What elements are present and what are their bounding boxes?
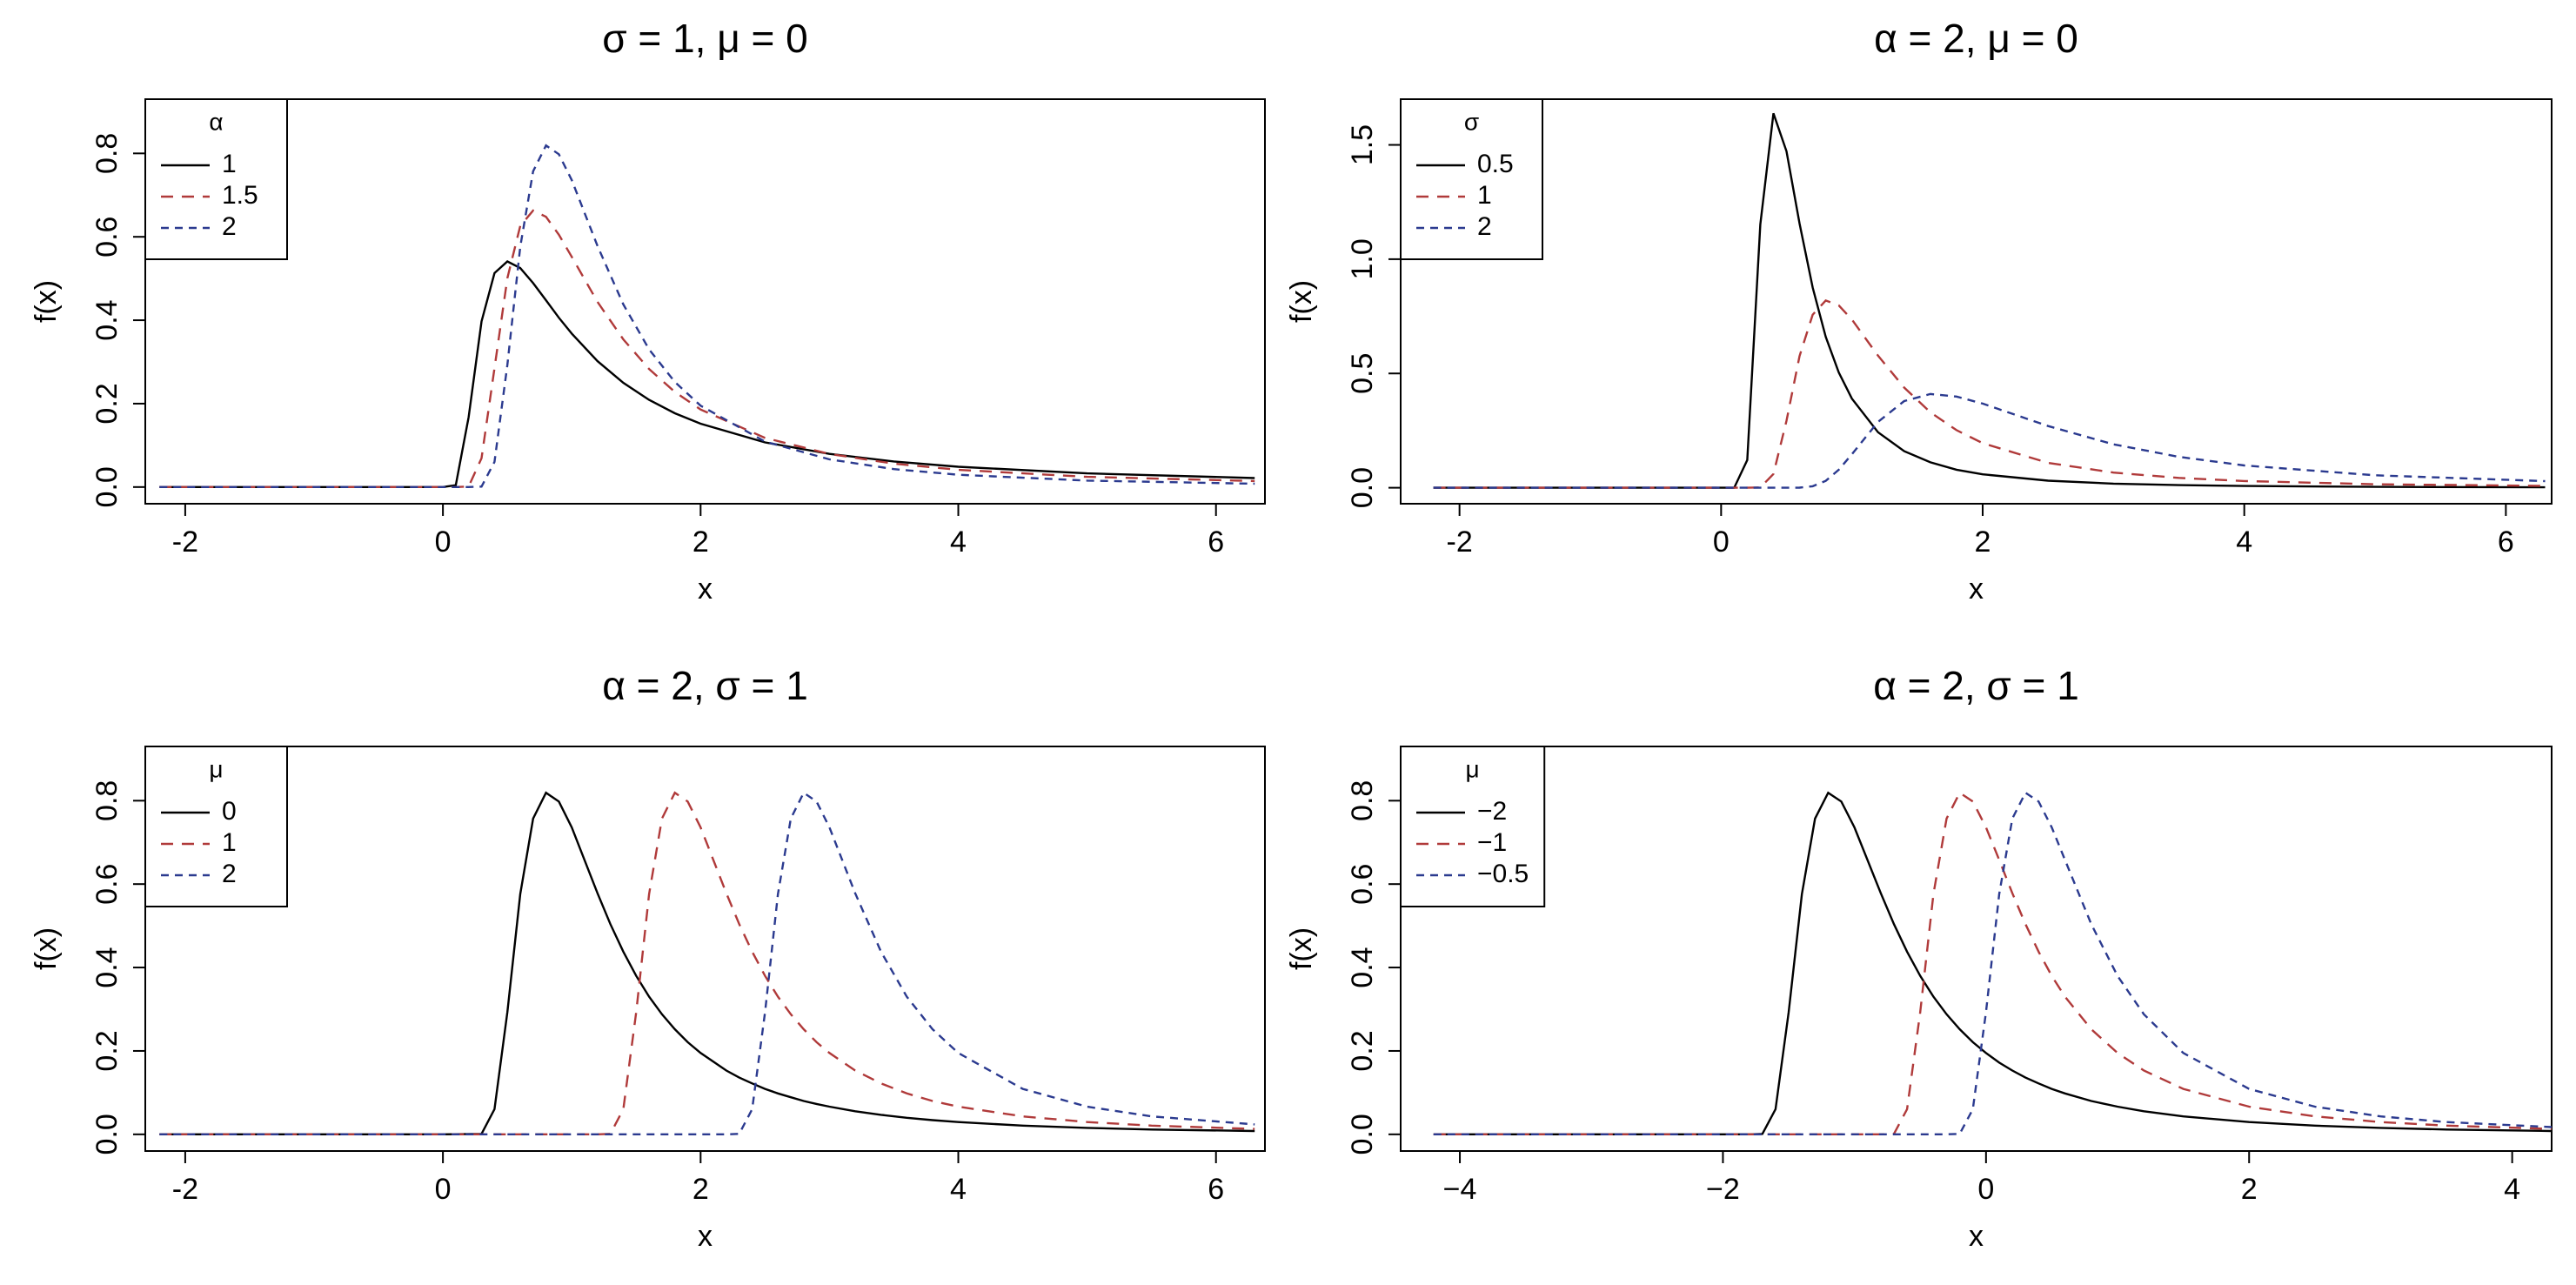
panel: α = 2, σ = 1 x f(x) -2 0 2 4 6 0.0 0.2 0.4 0.6 0.8 μ 0… <box>30 663 1266 1253</box>
legend-label: 0 <box>222 797 237 826</box>
y-tick-label: 0.0 <box>1346 467 1379 508</box>
legend-label: −2 <box>1477 797 1507 826</box>
legend: α 1 1.52 <box>144 98 288 260</box>
y-axis-label: f(x) <box>30 927 63 970</box>
x-tick-label: 2 <box>693 525 709 559</box>
x-tick-label: 4 <box>950 525 967 559</box>
y-axis-label: f(x) <box>1285 280 1318 323</box>
x-tick-label: 2 <box>693 1173 709 1206</box>
legend-label: −1 <box>1477 828 1507 857</box>
data-line <box>159 260 1255 488</box>
data-line <box>159 791 1255 1135</box>
legend-box <box>144 98 288 260</box>
y-tick-label: 0.4 <box>90 299 124 340</box>
x-tick-label: 2 <box>1975 525 1991 559</box>
legend-title: μ <box>209 755 223 782</box>
plot-frame <box>144 746 1266 1152</box>
chart-title: σ = 1, μ = 0 <box>602 16 807 61</box>
x-tick-label: 4 <box>2236 525 2252 559</box>
legend-box <box>1400 746 1546 907</box>
data-line <box>159 209 1255 488</box>
legend-label: 1.5 <box>222 181 258 210</box>
x-axis-label: x <box>1969 1220 1984 1253</box>
panel: α = 2, μ = 0 x f(x) -2 0 2 4 6 0.0 0.5 1.0 1.5 σ 0.5 1… <box>1285 16 2553 606</box>
y-tick-label: 0.0 <box>90 466 124 507</box>
x-tick-label: −4 <box>1443 1173 1477 1206</box>
legend-label: 1 <box>222 150 237 178</box>
legend-label: 2 <box>222 860 237 888</box>
x-tick-label: 0 <box>435 525 452 559</box>
legend-box <box>144 746 288 907</box>
panel: α = 2, σ = 1 x f(x) −4 −2 0 2 4 0.0 0.2 0.4 0.6 0.8 μ… <box>1285 663 2553 1253</box>
x-tick-label: 0 <box>1713 525 1730 559</box>
plot-frame <box>144 98 1266 505</box>
data-line <box>159 791 1255 1135</box>
y-tick-label: 0.4 <box>90 947 124 987</box>
y-tick-label: 1.5 <box>1346 124 1379 165</box>
legend-label: 2 <box>222 212 237 241</box>
y-tick-label: 0.8 <box>1346 780 1379 821</box>
data-line <box>1433 791 2552 1135</box>
y-tick-label: 0.8 <box>90 133 124 174</box>
x-tick-label: 0 <box>1977 1173 1994 1206</box>
x-tick-label: -2 <box>1447 525 1473 559</box>
data-line <box>1433 298 2546 489</box>
plot-frame <box>1400 98 2553 505</box>
legend: μ 01 2 <box>144 746 288 907</box>
x-axis-label: x <box>698 572 713 606</box>
y-axis-label: f(x) <box>30 280 63 323</box>
legend-label: −0.5 <box>1477 860 1529 888</box>
legend-label: 2 <box>1477 212 1492 241</box>
x-tick-label: 2 <box>2241 1173 2258 1206</box>
x-tick-label: 6 <box>1208 1173 1224 1206</box>
legend-title: σ <box>1464 108 1479 135</box>
plot-frame <box>1400 746 2553 1152</box>
legend-label: 1 <box>222 828 237 857</box>
data-line <box>159 144 1255 488</box>
y-tick-label: 0.0 <box>90 1114 124 1154</box>
data-line <box>1433 791 2552 1135</box>
legend-title: μ <box>1466 755 1480 782</box>
y-tick-label: 0.6 <box>90 217 124 258</box>
legend-label: 1 <box>1477 181 1492 210</box>
y-tick-label: 1.0 <box>1346 238 1379 279</box>
data-line <box>159 791 1255 1135</box>
x-tick-label: 4 <box>2504 1173 2520 1206</box>
chart-title: α = 2, σ = 1 <box>602 663 808 708</box>
legend-label: 0.5 <box>1477 150 1514 178</box>
panel: σ = 1, μ = 0 x f(x) -2 0 2 4 6 0.0 0.2 0.4 0.6 0.8 α 1… <box>30 16 1266 606</box>
x-tick-label: -2 <box>172 525 198 559</box>
x-tick-label: -2 <box>172 1173 198 1206</box>
y-tick-label: 0.2 <box>1346 1030 1379 1071</box>
x-tick-label: 6 <box>1208 525 1224 559</box>
data-line <box>1433 791 2552 1135</box>
x-axis-label: x <box>1969 572 1984 606</box>
legend-box <box>1400 98 1543 260</box>
chart-title: α = 2, σ = 1 <box>1873 663 2079 708</box>
x-axis-label: x <box>698 1220 713 1253</box>
y-tick-label: 0.5 <box>1346 353 1379 394</box>
y-axis-label: f(x) <box>1285 927 1318 970</box>
chart-title: α = 2, μ = 0 <box>1874 16 2078 61</box>
y-tick-label: 0.0 <box>1346 1114 1379 1154</box>
y-tick-label: 0.2 <box>90 383 124 424</box>
x-tick-label: 0 <box>435 1173 452 1206</box>
y-tick-label: 0.2 <box>90 1030 124 1071</box>
x-tick-label: −2 <box>1706 1173 1740 1206</box>
y-tick-label: 0.6 <box>1346 864 1379 905</box>
data-line <box>1433 112 2546 489</box>
data-line <box>1433 392 2546 489</box>
y-tick-label: 0.4 <box>1346 947 1379 987</box>
legend: μ −2−1 −0.5 <box>1400 746 1546 907</box>
y-tick-label: 0.6 <box>90 864 124 905</box>
y-tick-label: 0.8 <box>90 780 124 821</box>
legend: σ 0.5 12 <box>1400 98 1543 260</box>
legend-title: α <box>209 108 223 135</box>
x-tick-label: 6 <box>2498 525 2514 559</box>
x-tick-label: 4 <box>950 1173 967 1206</box>
